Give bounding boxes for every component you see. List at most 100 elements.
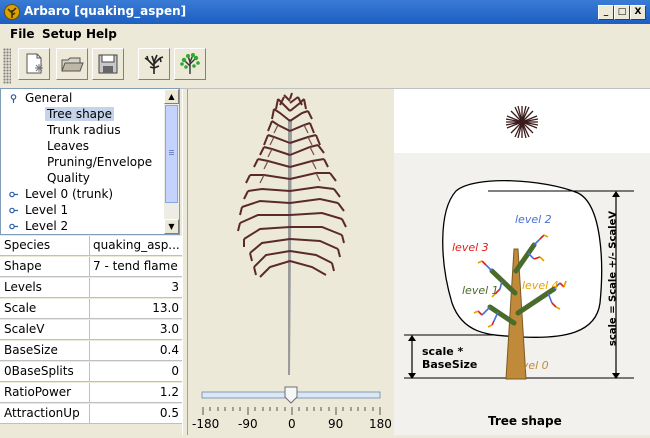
label-basesize-line1: scale * — [422, 345, 464, 358]
toolbar-grip[interactable] — [3, 48, 11, 84]
tree-item-tree-shape[interactable]: Tree shape — [45, 106, 115, 122]
tree-item-quality[interactable]: Quality — [47, 170, 90, 186]
param-value[interactable]: 0 — [90, 362, 182, 381]
menu-setup[interactable]: Setup — [42, 27, 82, 41]
param-value[interactable]: 7 - tend flame — [90, 257, 182, 276]
slider-tick-label: 180 — [369, 417, 392, 431]
level4-branches — [473, 234, 567, 328]
slider-tick-label: -180 — [192, 417, 220, 431]
tree-label: Tree shape — [45, 107, 115, 121]
close-button[interactable]: X — [630, 5, 646, 20]
minimize-button[interactable]: _ — [598, 5, 614, 20]
tree-node-general[interactable]: General — [9, 90, 72, 106]
top-view — [394, 89, 650, 153]
param-value[interactable]: quaking_asp... — [90, 236, 182, 255]
parameter-tree: General Tree shape Trunk radius Leaves P… — [0, 88, 180, 235]
tree-preview[interactable]: -180 -90 0 90 180 — [188, 89, 394, 435]
table-row[interactable]: AttractionUp 0.5 — [0, 404, 182, 424]
tree-leaves-icon — [180, 53, 200, 74]
table-row[interactable]: 0BaseSplits 0 — [0, 362, 182, 382]
trunk — [288, 119, 292, 375]
collapsed-node-icon — [9, 207, 18, 214]
tree-item-leaves[interactable]: Leaves — [47, 138, 89, 154]
label-level3: level 3 — [452, 241, 489, 254]
tree-render — [201, 92, 381, 415]
menu-bar: File Setup Help — [0, 24, 650, 44]
param-name: BaseSize — [0, 341, 90, 360]
tree-label: Level 2 — [25, 219, 69, 233]
param-name: ScaleV — [0, 320, 90, 339]
label-level1: level 1 — [462, 284, 499, 297]
tree-shape-diagram — [404, 180, 634, 380]
render-leaves-button[interactable] — [174, 48, 206, 80]
param-value[interactable]: 1.2 — [90, 383, 182, 402]
open-button[interactable] — [56, 48, 88, 80]
collapsed-node-icon — [9, 191, 18, 198]
tree-label: General — [25, 91, 73, 105]
scroll-down-button[interactable]: ▼ — [164, 219, 179, 234]
param-name: Levels — [0, 278, 90, 297]
tree-node-level2[interactable]: Level 2 — [9, 218, 68, 234]
label-scale-formula: scale = Scale +/- ScaleV — [607, 210, 619, 347]
menu-help[interactable]: Help — [86, 27, 117, 41]
label-level2: level 2 — [515, 213, 552, 226]
param-value[interactable]: 3 — [90, 278, 182, 297]
parameter-table: Species quaking_asp... Shape 7 - tend fl… — [0, 236, 182, 424]
window-title: Arbaro [quaking_aspen] — [24, 4, 187, 18]
tree-label: Leaves — [47, 139, 89, 153]
tree-icon — [144, 54, 164, 74]
open-folder-icon — [61, 57, 84, 72]
info-panel: level 2 level 3 level 1 level 4 level 0 … — [394, 89, 650, 435]
slider-tick-label: 0 — [288, 417, 296, 431]
table-row[interactable]: Levels 3 — [0, 278, 182, 298]
param-name: Species — [0, 236, 90, 255]
table-row[interactable]: BaseSize 0.4 — [0, 341, 182, 361]
tree-node-level1[interactable]: Level 1 — [9, 202, 68, 218]
tree-label: Trunk radius — [47, 123, 121, 137]
label-basesize-line2: BaseSize — [422, 358, 478, 371]
table-row[interactable]: Species quaking_asp... — [0, 236, 182, 256]
level2-branches — [481, 238, 561, 322]
tree-label: Quality — [47, 171, 90, 185]
diagram-caption: Tree shape — [488, 414, 562, 428]
table-row[interactable]: RatioPower 1.2 — [0, 383, 182, 403]
scroll-up-button[interactable]: ▲ — [164, 89, 179, 104]
new-icon — [26, 53, 43, 74]
label-level4: level 4 — [522, 279, 559, 292]
param-name: AttractionUp — [0, 404, 90, 423]
top-view-render — [505, 105, 539, 139]
tree-node-level0[interactable]: Level 0 (trunk) — [9, 186, 113, 202]
save-icon — [98, 54, 118, 74]
param-value[interactable]: 0.4 — [90, 341, 182, 360]
param-value[interactable]: 3.0 — [90, 320, 182, 339]
param-value[interactable]: 0.5 — [90, 404, 182, 423]
rotation-slider-thumb[interactable] — [284, 386, 298, 404]
tree-label: Level 0 (trunk) — [25, 187, 114, 201]
param-value[interactable]: 13.0 — [90, 299, 182, 318]
tree-item-trunk-radius[interactable]: Trunk radius — [47, 122, 121, 138]
tree-label: Pruning/Envelope — [47, 155, 153, 169]
slider-tick-label: -90 — [238, 417, 258, 431]
save-button[interactable] — [92, 48, 124, 80]
param-name: Shape — [0, 257, 90, 276]
scroll-thumb[interactable] — [165, 105, 178, 203]
tree-scrollbar[interactable]: ▲ ▼ — [164, 89, 179, 234]
level3-branches — [477, 234, 565, 326]
slider-tick-label: 90 — [328, 417, 344, 431]
param-name: 0BaseSplits — [0, 362, 90, 381]
maximize-button[interactable]: □ — [614, 5, 630, 20]
collapsed-node-icon — [9, 223, 18, 230]
canopy-top-view — [505, 105, 539, 139]
table-row[interactable]: Scale 13.0 — [0, 299, 182, 319]
param-name: Scale — [0, 299, 90, 318]
branches — [237, 92, 347, 278]
tree-item-pruning-envelope[interactable]: Pruning/Envelope — [47, 154, 152, 170]
render-tree-button[interactable] — [138, 48, 170, 80]
label-level0: level 0 — [512, 359, 549, 372]
app-icon — [4, 4, 20, 20]
new-button[interactable] — [18, 48, 50, 80]
table-row[interactable]: Shape 7 - tend flame — [0, 257, 182, 277]
menu-file[interactable]: File — [10, 27, 35, 41]
splitter[interactable] — [182, 89, 188, 435]
table-row[interactable]: ScaleV 3.0 — [0, 320, 182, 340]
